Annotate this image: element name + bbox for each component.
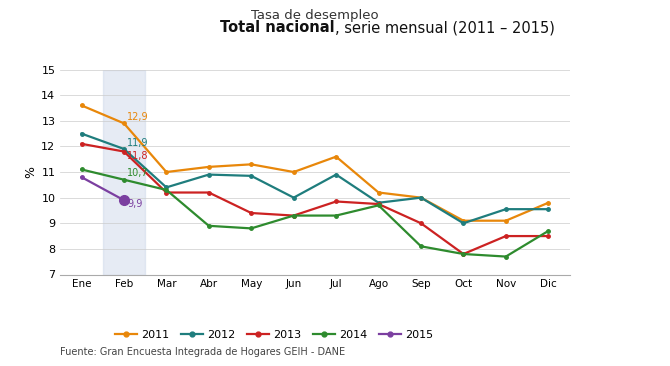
Text: 10,7: 10,7 bbox=[127, 168, 149, 178]
Bar bbox=[103, 70, 145, 274]
Text: 11,8: 11,8 bbox=[127, 151, 149, 161]
Text: Total nacional: Total nacional bbox=[220, 20, 335, 35]
Text: , serie mensual (2011 – 2015): , serie mensual (2011 – 2015) bbox=[335, 20, 555, 35]
Text: Fuente: Gran Encuesta Integrada de Hogares GEIH - DANE: Fuente: Gran Encuesta Integrada de Hogar… bbox=[60, 347, 346, 357]
Legend: 2011, 2012, 2013, 2014, 2015: 2011, 2012, 2013, 2014, 2015 bbox=[111, 325, 438, 344]
Text: 9,9: 9,9 bbox=[127, 199, 143, 209]
Text: 11,9: 11,9 bbox=[127, 138, 149, 147]
Text: Tasa de desempleo: Tasa de desempleo bbox=[251, 9, 379, 22]
Text: 12,9: 12,9 bbox=[127, 112, 149, 122]
Y-axis label: %: % bbox=[24, 166, 37, 178]
